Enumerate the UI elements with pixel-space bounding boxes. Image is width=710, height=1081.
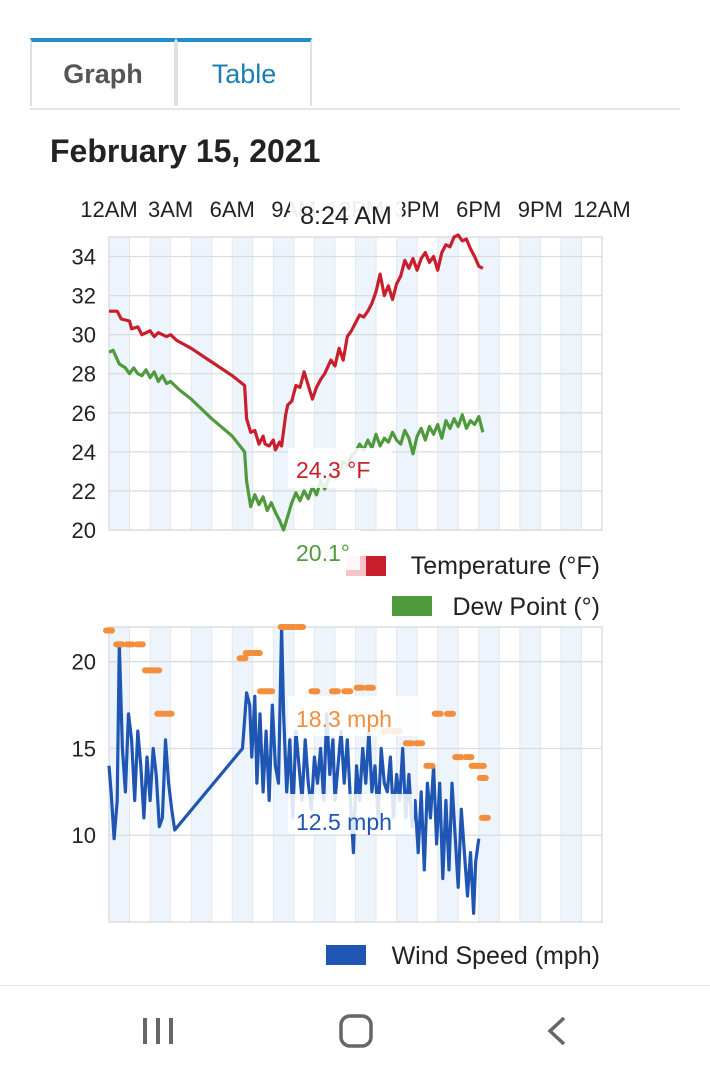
- hour-band: [150, 237, 171, 530]
- wind-gust-mark: [353, 684, 366, 691]
- hour-band: [478, 237, 500, 530]
- tab-bar: Graph Table: [30, 38, 680, 110]
- time-axis-label: 12AM: [80, 197, 137, 222]
- wind-gust-mark: [402, 740, 415, 747]
- hour-band: [478, 627, 500, 922]
- legend-wind-speed-label: Wind Speed (mph): [392, 942, 600, 970]
- legend-wind-speed-swatch: [326, 945, 366, 965]
- temperature-line: [109, 233, 484, 452]
- wind-gust-mark: [474, 762, 487, 769]
- time-axis-label: 3PM: [395, 197, 440, 222]
- tab-table[interactable]: Table: [176, 38, 312, 106]
- wind-gust-mark: [423, 762, 436, 769]
- wind-gust-mark: [478, 814, 491, 821]
- y-tick-label: 15: [72, 736, 96, 761]
- y-tick-label: 22: [72, 479, 96, 504]
- tooltip-temperature-value: 24.3 °F: [296, 457, 370, 483]
- y-tick-label: 24: [72, 440, 96, 465]
- hour-band: [560, 627, 582, 922]
- wind-gust-mark: [236, 655, 249, 662]
- tab-graph[interactable]: Graph: [30, 38, 176, 106]
- legend-temperature-swatch: [366, 556, 386, 576]
- legend-dew-point-swatch: [392, 596, 432, 616]
- y-tick-label: 34: [72, 245, 96, 270]
- recent-apps-icon: [143, 1018, 173, 1044]
- wind-gust-mark: [452, 754, 465, 761]
- tooltip-wind-gust-value: 18.3 mph: [296, 706, 392, 732]
- wind-gust-mark: [363, 684, 376, 691]
- wind-gust-mark: [328, 688, 341, 695]
- tooltip-temperature-box: [288, 448, 392, 488]
- y-tick-label: 10: [72, 823, 96, 848]
- system-nav-bar: [0, 985, 710, 1081]
- wind-speed-line: [107, 625, 481, 915]
- time-axis-label: 12AM: [573, 197, 630, 222]
- wind-gust-mark: [162, 710, 175, 717]
- wind-gust-mark: [413, 740, 426, 747]
- time-axis-label: 6AM: [210, 197, 255, 222]
- hour-band: [437, 237, 459, 530]
- y-tick-label: 20: [72, 518, 96, 543]
- tooltip-wind-speed-box: [288, 794, 414, 834]
- time-axis-label: 6PM: [456, 197, 501, 222]
- cursor-time-label: 8:24 AM: [300, 202, 392, 230]
- wind-gust-mark: [341, 688, 354, 695]
- wind-gust-mark: [308, 688, 321, 695]
- hour-band: [191, 627, 212, 922]
- legend-dew-point-label: Dew Point (°): [452, 593, 600, 621]
- wind-gust-mark: [103, 627, 115, 634]
- wind-gust-mark: [294, 624, 307, 630]
- wind-gust-mark: [443, 710, 456, 717]
- time-axis-label: 3AM: [148, 197, 193, 222]
- hour-band: [232, 627, 253, 922]
- hour-band: [109, 237, 130, 530]
- hour-band: [109, 627, 130, 922]
- page-title: February 15, 2021: [50, 133, 321, 169]
- back-button[interactable]: [526, 1006, 586, 1056]
- wind-gust-mark: [263, 688, 276, 695]
- recent-apps-button[interactable]: [128, 1006, 188, 1056]
- legend-temperature-label: Temperature (°F): [411, 552, 600, 580]
- cursor-time-box: [290, 196, 402, 236]
- back-icon: [547, 1016, 566, 1046]
- hour-band: [437, 627, 459, 922]
- y-tick-label: 26: [72, 401, 96, 426]
- hour-band: [191, 237, 212, 530]
- y-tick-label: 32: [72, 284, 96, 309]
- wind-gust-mark: [113, 641, 126, 648]
- wind-gust-mark: [476, 774, 489, 781]
- time-axis-label: 9PM: [518, 197, 563, 222]
- y-tick-label: 28: [72, 362, 96, 387]
- y-tick-label: 30: [72, 323, 96, 348]
- hour-band: [519, 237, 541, 530]
- tooltip-wind-gust-box: [288, 696, 422, 736]
- weather-charts: 12AM3AM6AM9AM12PM3PM6PM9PM12AM 202224262…: [72, 196, 631, 970]
- wind-gust-mark: [431, 710, 444, 717]
- hour-band: [150, 627, 171, 922]
- home-icon: [339, 1014, 373, 1048]
- hour-band: [396, 237, 418, 530]
- y-tick-label: 20: [72, 650, 96, 675]
- wind-gust-mark: [462, 754, 475, 761]
- wind-gust-mark: [123, 641, 136, 648]
- tooltip-dew-point-box: [288, 530, 360, 570]
- wind-gust-mark: [250, 650, 263, 657]
- home-button[interactable]: [326, 1006, 386, 1056]
- tooltip-dew-point-value: 20.1°: [296, 540, 350, 566]
- tooltip-wind-speed-value: 12.5 mph: [296, 809, 392, 835]
- hour-band: [519, 627, 541, 922]
- wind-gust-mark: [150, 667, 163, 674]
- wind-gust-mark: [133, 641, 146, 648]
- hour-band: [560, 237, 582, 530]
